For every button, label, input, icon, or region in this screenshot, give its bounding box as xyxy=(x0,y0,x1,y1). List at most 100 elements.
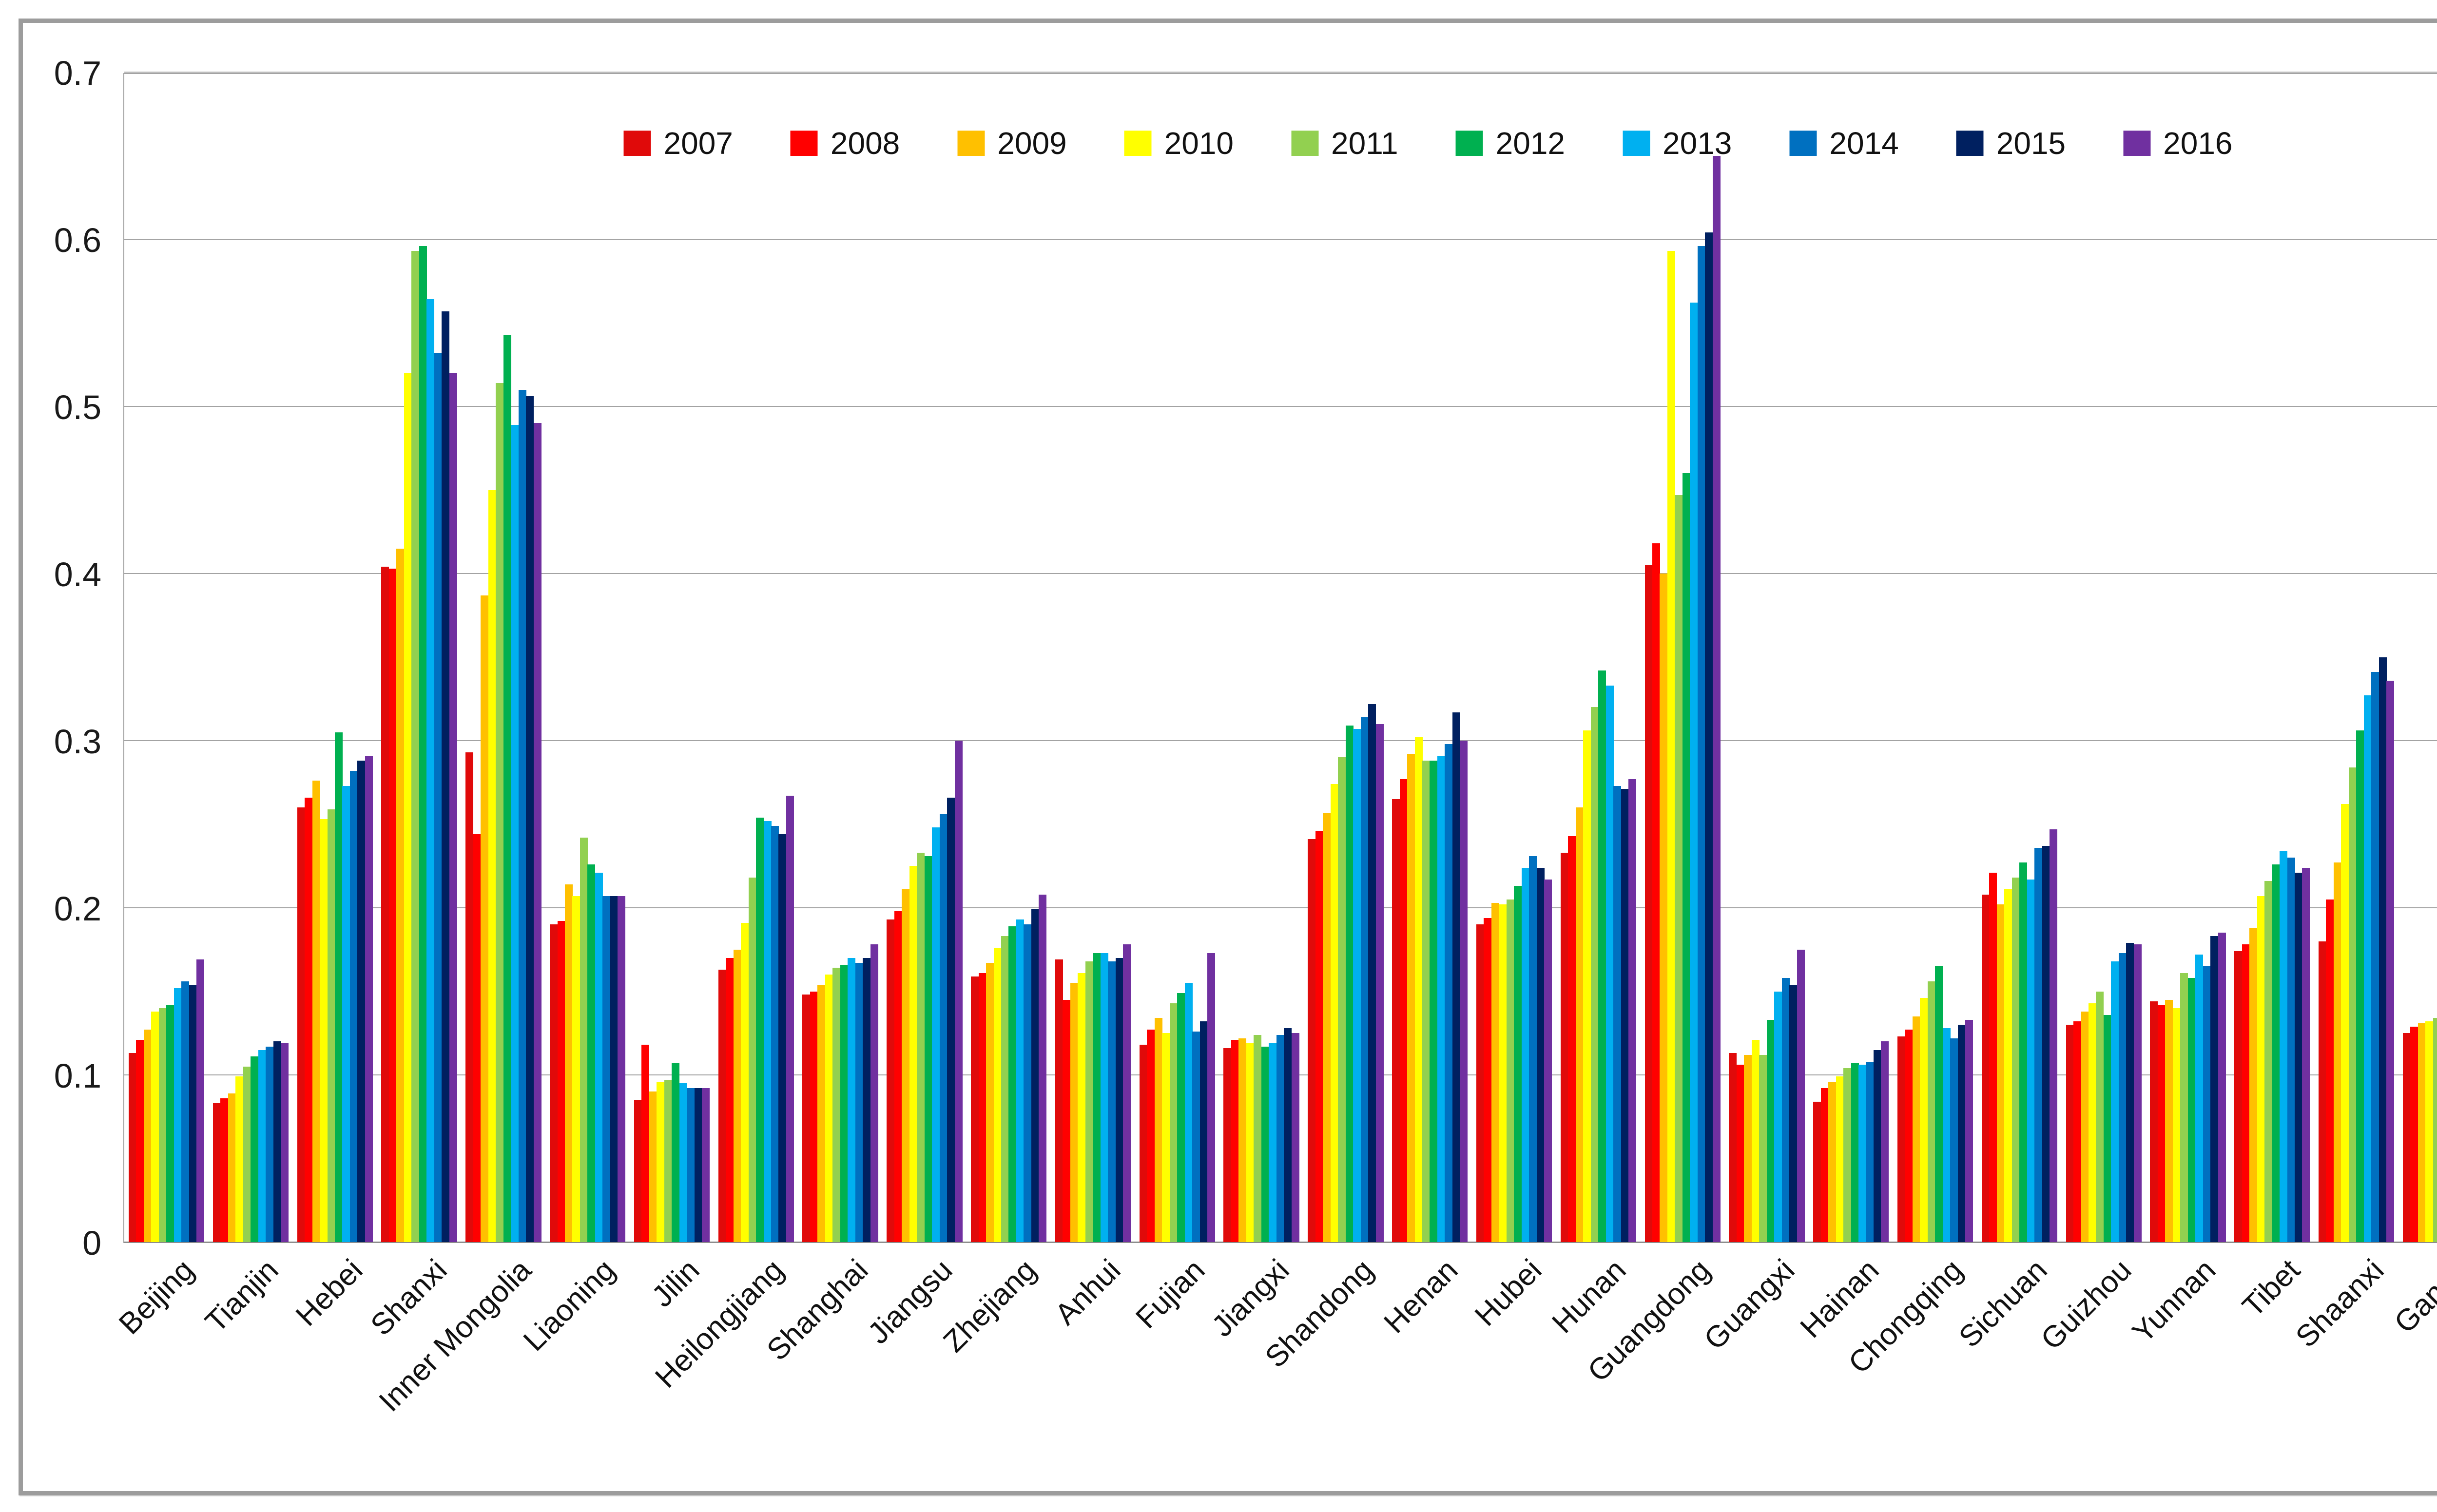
bar xyxy=(649,1091,657,1242)
bar xyxy=(1981,894,1990,1242)
bar xyxy=(778,834,787,1242)
gridline xyxy=(124,907,2437,908)
legend-item: 2013 xyxy=(1623,128,1732,159)
legend-item: 2007 xyxy=(623,126,733,161)
bar xyxy=(1836,1076,1844,1242)
bar xyxy=(1001,936,1009,1242)
bar xyxy=(2050,829,2058,1242)
bar xyxy=(1942,1028,1951,1242)
bar xyxy=(473,834,481,1242)
bar xyxy=(2433,1018,2437,1242)
bar xyxy=(258,1050,266,1242)
bar-group xyxy=(1560,74,1637,1242)
bar xyxy=(1460,741,1468,1242)
bar xyxy=(503,334,511,1242)
bar xyxy=(810,991,818,1242)
bar xyxy=(1575,807,1584,1242)
bar xyxy=(572,896,580,1242)
bar xyxy=(2118,953,2127,1242)
bar xyxy=(602,896,611,1242)
bar xyxy=(1843,1068,1852,1242)
bar-group xyxy=(2234,74,2310,1242)
bar xyxy=(1291,1033,1299,1242)
bar xyxy=(840,964,848,1242)
bar-group xyxy=(1223,74,1299,1242)
bar xyxy=(1897,1036,1905,1242)
bar xyxy=(511,424,519,1242)
bar xyxy=(1223,1048,1232,1242)
legend-item: 2009 xyxy=(957,128,1067,159)
bar xyxy=(2418,1023,2426,1242)
bar xyxy=(349,770,358,1242)
plot-area xyxy=(123,72,2437,1243)
legend-label: 2014 xyxy=(1829,126,1899,161)
bar xyxy=(634,1100,642,1242)
y-axis-tick-label: 0.7 xyxy=(54,54,101,92)
legend-label: 2016 xyxy=(2163,126,2233,161)
bar xyxy=(136,1039,144,1242)
bar xyxy=(1996,904,2005,1242)
legend-label: 2007 xyxy=(663,126,733,161)
bar xyxy=(1147,1030,1155,1242)
bar xyxy=(2234,951,2243,1242)
bar xyxy=(526,396,534,1242)
bar xyxy=(465,752,474,1242)
bar xyxy=(1123,944,1131,1242)
bar xyxy=(1375,724,1384,1242)
bar xyxy=(1108,961,1116,1242)
legend-swatch xyxy=(1124,131,1152,156)
bar-group xyxy=(1981,74,2058,1242)
bar xyxy=(1598,670,1606,1242)
bar xyxy=(2103,1014,2111,1242)
bar xyxy=(2302,867,2310,1242)
bar xyxy=(595,872,603,1242)
bar xyxy=(1353,729,1361,1242)
bar xyxy=(327,809,335,1242)
bar xyxy=(2348,767,2357,1242)
bar xyxy=(733,949,741,1242)
bar xyxy=(618,896,626,1242)
bar xyxy=(151,1011,159,1242)
bar xyxy=(1284,1028,1292,1242)
bar xyxy=(2066,1025,2074,1242)
bar-group xyxy=(802,74,878,1242)
bar xyxy=(2180,973,2188,1242)
bar xyxy=(189,984,197,1242)
bar xyxy=(1797,949,1805,1242)
bar xyxy=(863,957,871,1242)
bar xyxy=(887,919,895,1242)
bar xyxy=(1399,779,1408,1242)
bar xyxy=(756,817,764,1242)
bar xyxy=(1705,232,1713,1242)
bar xyxy=(1308,839,1316,1242)
bar xyxy=(664,1080,672,1242)
bar xyxy=(1751,1039,1760,1242)
bar xyxy=(1866,1061,1874,1242)
bar xyxy=(954,741,963,1242)
legend-label: 2010 xyxy=(1164,126,1234,161)
bar xyxy=(2150,1001,2158,1242)
bar xyxy=(1499,904,1507,1242)
bar xyxy=(909,866,917,1242)
legend-swatch xyxy=(623,131,651,156)
bar xyxy=(1330,784,1338,1242)
bar xyxy=(1085,961,1093,1242)
bar xyxy=(2073,1021,2082,1242)
bar xyxy=(2096,991,2104,1242)
bar xyxy=(1154,1018,1162,1242)
bar xyxy=(533,423,542,1242)
bar xyxy=(2172,1008,2181,1242)
bar xyxy=(1445,744,1453,1242)
bar xyxy=(802,995,811,1242)
bar-group xyxy=(1139,74,1215,1242)
bar-group xyxy=(1055,74,1131,1242)
legend-item: 2014 xyxy=(1789,126,1899,161)
bar-group xyxy=(634,74,710,1242)
bar xyxy=(1422,761,1431,1242)
y-axis-tick-label: 0.4 xyxy=(54,555,101,593)
bar-group xyxy=(718,74,794,1242)
bar xyxy=(924,856,932,1242)
bar xyxy=(610,896,618,1242)
bar xyxy=(2004,889,2012,1242)
bar xyxy=(174,988,182,1242)
